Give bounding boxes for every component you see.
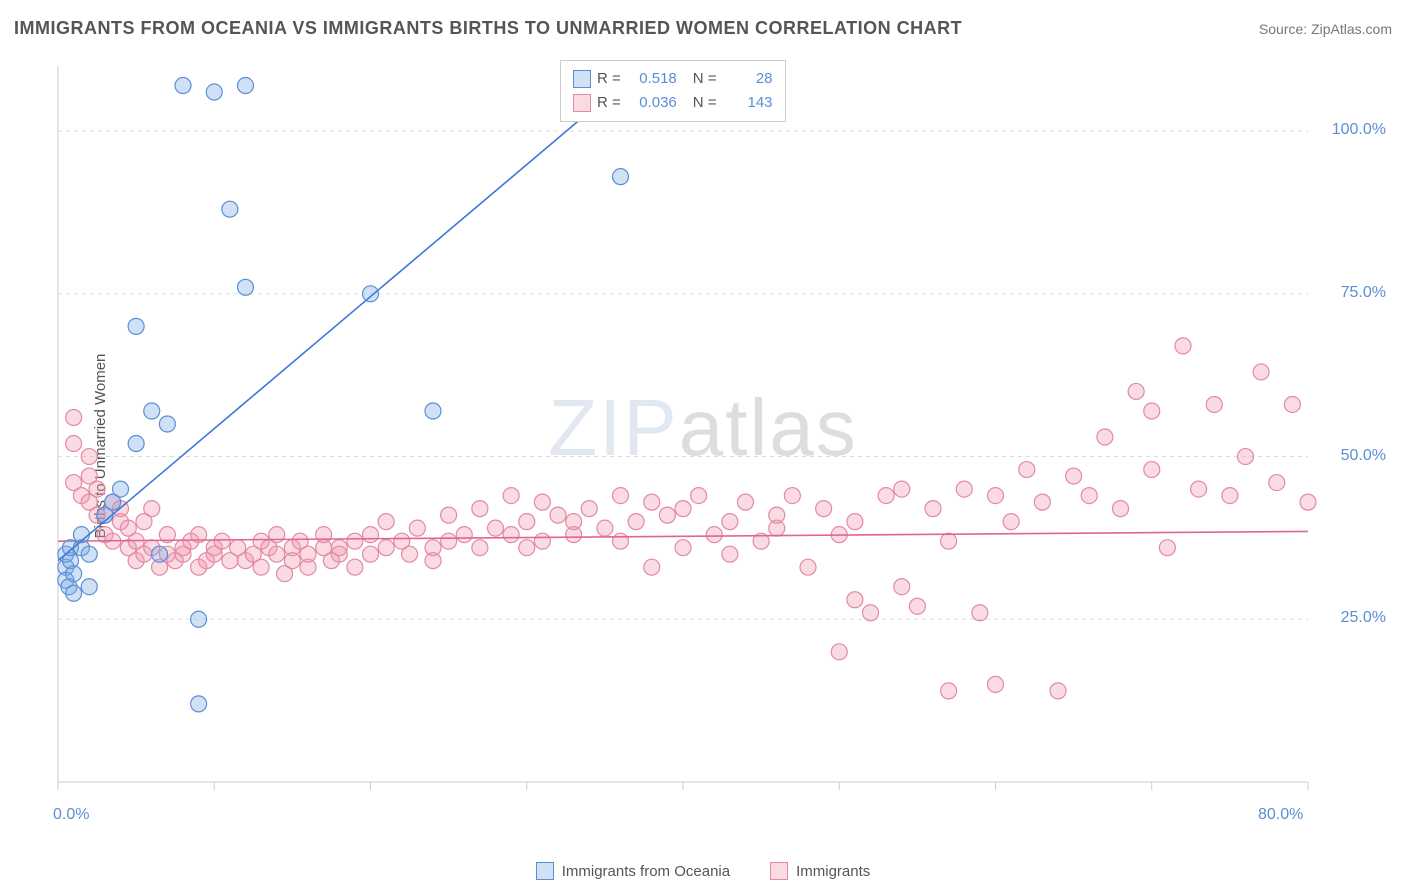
correlation-row: R =0.036 N =143 [573, 91, 773, 115]
y-tick-label: 50.0% [1341, 447, 1386, 465]
legend-item: Immigrants [770, 862, 870, 880]
y-tick-label: 100.0% [1332, 121, 1386, 139]
correlation-row: R =0.518 N =28 [573, 67, 773, 91]
series-legend: Immigrants from Oceania Immigrants [0, 862, 1406, 880]
x-tick-label: 80.0% [1258, 806, 1303, 824]
chart-title: IMMIGRANTS FROM OCEANIA VS IMMIGRANTS BI… [14, 18, 962, 39]
y-tick-label: 25.0% [1341, 609, 1386, 627]
source-label: Source: ZipAtlas.com [1259, 21, 1392, 37]
legend-item: Immigrants from Oceania [536, 862, 730, 880]
correlation-legend: R =0.518 N =28 R =0.036 N =143 [560, 60, 786, 122]
x-tick-label: 0.0% [53, 806, 89, 824]
scatter-chart [48, 52, 1388, 842]
y-tick-label: 75.0% [1341, 284, 1386, 302]
